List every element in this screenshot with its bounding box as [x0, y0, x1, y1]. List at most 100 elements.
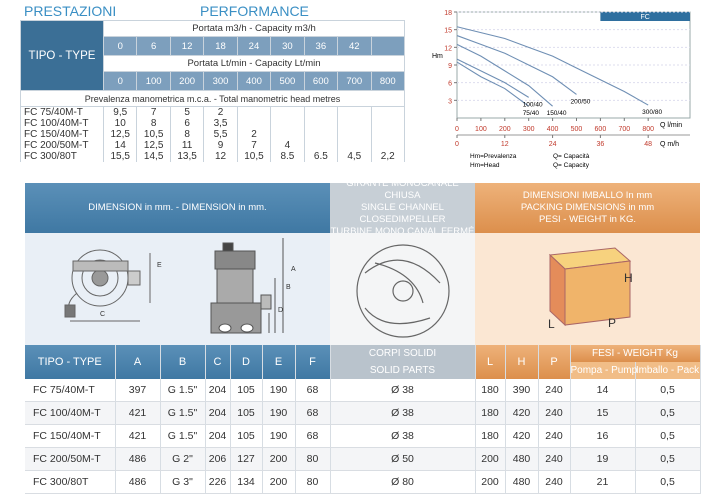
data-row: FC 100/40M-T 10 8 6 3,5 — [20, 118, 405, 129]
cell: G 3" — [160, 470, 206, 494]
cell: 105 — [230, 424, 263, 448]
pump-bg — [25, 233, 330, 345]
cell: 68 — [295, 424, 331, 448]
weight-header: FESI - WEIGHT Kg — [570, 345, 701, 362]
head-value: 8 — [169, 129, 205, 140]
x-tick-label: 300 — [523, 126, 535, 133]
column-header: L — [475, 345, 506, 379]
impeller-header: GIRANTE MONOCANALE CHIUSA SINGLE CHANNEL… — [330, 178, 475, 237]
data-row: FC 75/40M-T 397 G 1.5" 204 105 190 68 Ø 38 180 39… — [25, 379, 701, 402]
cell: Ø 38 — [330, 424, 476, 448]
model-name: FC 200/50M-T — [25, 447, 116, 471]
head-label: Prevalenza manometrica m.c.a. - Total ma… — [20, 90, 405, 107]
column-header: F — [295, 345, 331, 379]
cell: 420 — [505, 424, 539, 448]
head-value — [337, 106, 372, 118]
capacity-value: 18 — [203, 36, 238, 56]
column-header: P — [538, 345, 571, 379]
capacity-value: 500 — [270, 71, 305, 91]
cell: 204 — [205, 424, 231, 448]
cell: 240 — [538, 424, 571, 448]
drawing-label: C — [100, 311, 106, 318]
panel-line: PESI - WEIGHT in KG. — [539, 214, 636, 225]
cell: 240 — [538, 401, 571, 425]
data-row: FC 75/40M-T 9,5 7 5 2 — [20, 106, 405, 118]
x-tick-label: 400 — [547, 126, 559, 133]
head-value: 8.5 — [270, 151, 305, 162]
capacity-value: 400 — [236, 71, 272, 91]
legend-box — [600, 12, 690, 21]
capacity-value: 600 — [303, 71, 339, 91]
cell: G 1.5" — [160, 424, 206, 448]
data-row: FC 150/40M-T 12,5 10,5 8 5,5 2 — [20, 129, 405, 140]
dimension-table: TIPO - TYPE A B C D E F CORPI SOLIDI L H P FESI - W… — [25, 345, 701, 494]
panel-line: SINGLE CHANNEL CLOSEDIMPELLER — [359, 202, 446, 225]
head-value — [236, 106, 272, 118]
capacity-value: 0 — [102, 36, 138, 56]
head-value — [337, 140, 372, 151]
capacity-value: 700 — [337, 71, 372, 91]
cell: 421 — [115, 424, 161, 448]
cell: 15 — [570, 401, 636, 425]
header-row: SOLID PARTS Pompa - Pump Imballo - Pack — [25, 362, 701, 379]
cell: 420 — [505, 401, 539, 425]
cell: 190 — [262, 401, 296, 425]
cell: 0,5 — [635, 447, 701, 471]
model-name: FC 100/40M-T — [25, 401, 116, 425]
cell: Ø 50 — [330, 447, 476, 471]
column-header: E — [262, 345, 296, 379]
head-value — [370, 129, 405, 140]
drawings — [25, 233, 700, 345]
head-value: 7 — [136, 106, 171, 118]
cell: 240 — [538, 379, 571, 402]
row: TIPO - TYPE Portata m3/h - Capacity m3/h — [20, 20, 405, 91]
cell: 204 — [205, 379, 231, 402]
cell: 21 — [570, 470, 636, 494]
head-value: 10,5 — [236, 151, 272, 162]
weight-subheader: Imballo - Pack — [635, 362, 701, 379]
cell: 180 — [475, 424, 506, 448]
cell: G 1.5" — [160, 401, 206, 425]
head-value: 2 — [203, 106, 238, 118]
x-tick-label: 800 — [642, 126, 654, 133]
capacity-value: 12 — [169, 36, 205, 56]
data-row: FC 200/50M-T 14 12,5 11 9 7 4 — [20, 140, 405, 151]
capacity-value: 6 — [136, 36, 171, 56]
capacity-value: 200 — [169, 71, 205, 91]
head-value: 12,5 — [136, 140, 171, 151]
head-value: 14 — [102, 140, 138, 151]
panel-line: DIMENSIONI IMBALLO In mm — [522, 190, 653, 201]
column-header: D — [230, 345, 263, 379]
head-value — [270, 118, 305, 129]
head-value: 5,5 — [203, 129, 238, 140]
head-value — [337, 129, 372, 140]
x2-tick-label: 24 — [549, 141, 557, 148]
box-drawing — [548, 247, 632, 327]
head-value — [370, 106, 405, 118]
header-row: TIPO - TYPE A B C D E F CORPI SOLIDI L H P FESI - W… — [25, 345, 701, 379]
y-tick-label: 12 — [444, 45, 452, 52]
curve — [456, 43, 553, 107]
panel-line: GIRANTE MONOCANALE CHIUSA — [346, 178, 459, 201]
cell: 240 — [538, 470, 571, 494]
head-value: 9 — [203, 140, 238, 151]
model-name: FC 150/40M-T — [25, 424, 116, 448]
panel-title: DIMENSION in mm. - DIMENSION in mm. — [88, 202, 267, 213]
cell: Ø 38 — [330, 379, 476, 402]
row: 0 100 200 300 400 500 600 700 800 — [21, 71, 405, 91]
x-label: Q l/min — [660, 122, 682, 129]
cell: 0,5 — [635, 470, 701, 494]
head-value: 9,5 — [102, 106, 138, 118]
cell: 390 — [505, 379, 539, 402]
curve-label: 200/50 — [570, 98, 590, 105]
legend-title: FC — [641, 14, 650, 21]
head-value: 5 — [169, 106, 205, 118]
column-header: TIPO - TYPE — [25, 345, 116, 379]
data-row: FC 150/40M-T 421 G 1.5" 204 105 190 68 Ø 38 180 4… — [25, 424, 701, 448]
cell: 16 — [570, 424, 636, 448]
head-value: 11 — [169, 140, 205, 151]
model-name: FC 300/80T — [20, 151, 104, 162]
column-header: H — [505, 345, 539, 379]
weight-subheader: Pompa - Pump — [570, 362, 637, 379]
